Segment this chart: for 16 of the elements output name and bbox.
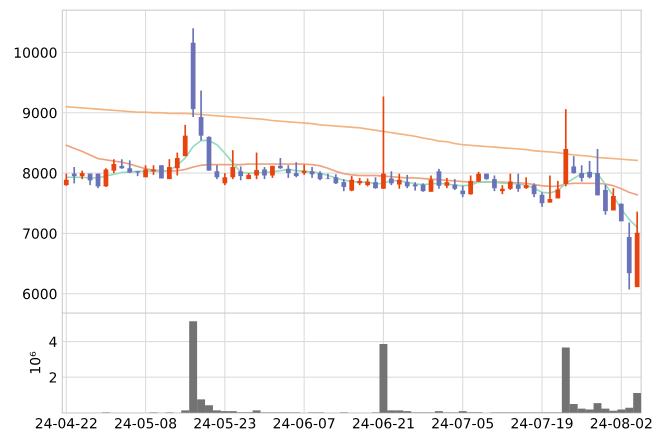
y-tick-label: 2	[50, 372, 56, 383]
x-tick-label: 24-04-22	[36, 418, 96, 429]
x-tick-label: 24-06-21	[352, 418, 414, 429]
x-tick-label: 24-08-02	[590, 418, 652, 429]
x-tick-label: 24-06-07	[274, 418, 334, 429]
y-tick-label: 4	[49, 336, 57, 347]
y-tick-label: 10000	[14, 47, 57, 58]
y-tick-label: 7000	[23, 228, 57, 239]
y-axis-title: 10⁶	[30, 352, 40, 374]
x-tick-label: 24-05-08	[115, 418, 176, 429]
x-tick-label: 24-07-05	[432, 418, 494, 429]
y-tick-label: 6000	[23, 288, 57, 300]
y-tick-label: 9000	[22, 108, 57, 118]
x-tick-label: 24-05-23	[194, 418, 256, 429]
x-tick-label: 24-07-19	[512, 418, 573, 429]
y-tick-label: 8000	[23, 168, 57, 179]
